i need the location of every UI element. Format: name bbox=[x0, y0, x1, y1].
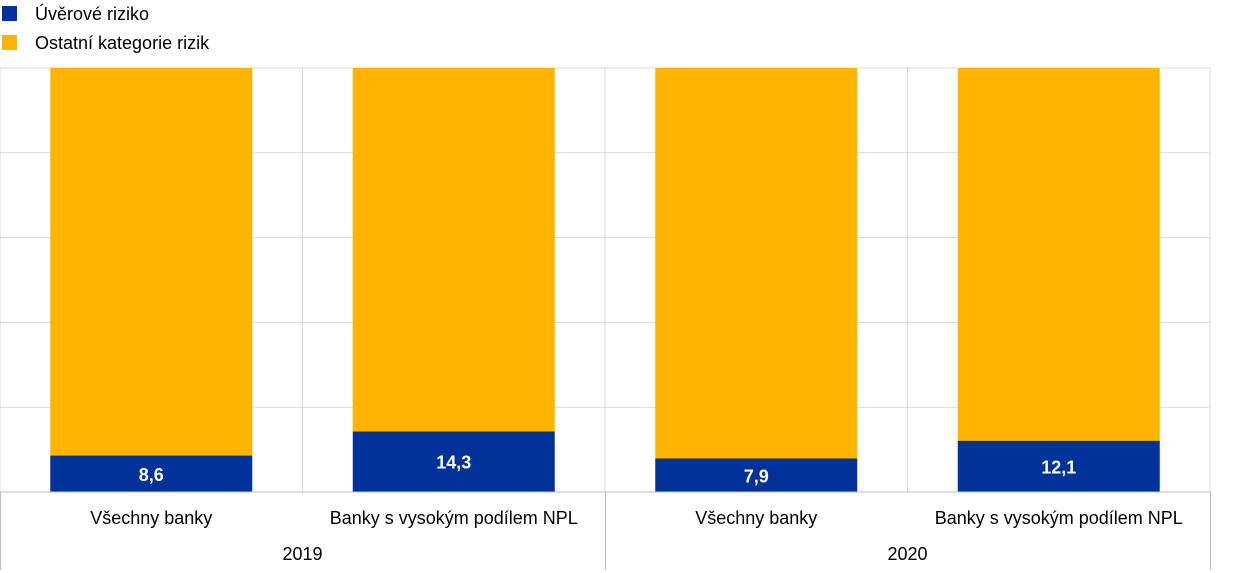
legend-label: Ostatní kategorie rizik bbox=[35, 33, 210, 53]
bar-segment-credit-risk bbox=[655, 458, 858, 492]
bar-segment-other-risk bbox=[352, 68, 555, 432]
data-label: 7,9 bbox=[744, 466, 769, 486]
group-label: 2020 bbox=[887, 544, 927, 564]
tick-label: Banky s vysokým podílem NPL bbox=[935, 508, 1183, 528]
legend: Úvěrové riziko Ostatní kategorie rizik bbox=[2, 3, 210, 53]
bar-segment-credit-risk bbox=[50, 455, 253, 492]
group-label: 2019 bbox=[282, 544, 322, 564]
tick-label: Všechny banky bbox=[90, 508, 212, 528]
tick-label: Všechny banky bbox=[695, 508, 817, 528]
bar-segment-credit-risk bbox=[957, 440, 1160, 492]
bar-segment-other-risk bbox=[50, 68, 253, 456]
bar-segment-credit-risk bbox=[352, 431, 555, 492]
legend-label: Úvěrové riziko bbox=[35, 3, 149, 24]
legend-swatch bbox=[2, 6, 17, 21]
tick-label: Banky s vysokým podílem NPL bbox=[330, 508, 578, 528]
bars bbox=[50, 68, 1160, 492]
legend-swatch bbox=[2, 35, 17, 50]
bar-segment-other-risk bbox=[655, 68, 858, 459]
bar-segment-other-risk bbox=[957, 68, 1160, 441]
data-label: 14,3 bbox=[436, 453, 471, 473]
data-label: 8,6 bbox=[139, 465, 164, 485]
data-label: 12,1 bbox=[1041, 457, 1076, 477]
data-labels: 8,6 14,3 7,9 12,1 bbox=[139, 453, 1077, 487]
category-axis: Všechny banky Banky s vysokým podílem NPL… bbox=[0, 491, 1211, 570]
